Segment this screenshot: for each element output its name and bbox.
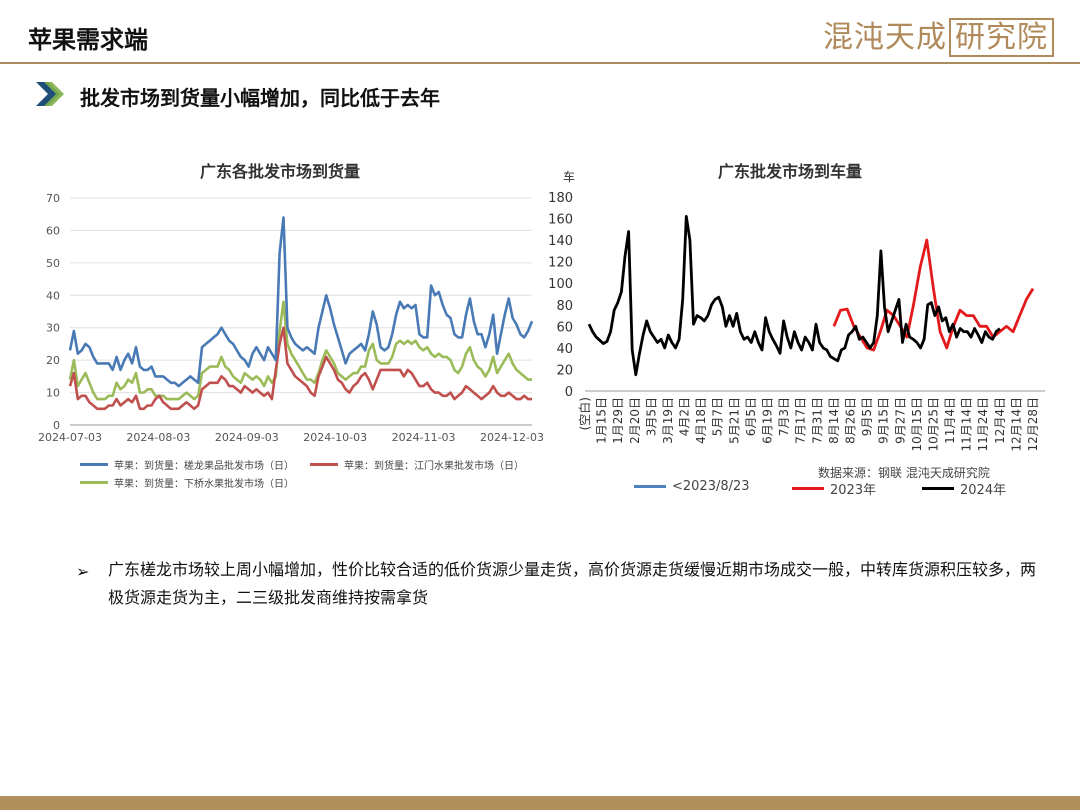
x-tick-label: 2024-11-03: [392, 431, 456, 444]
x-tick-label: 12月14日: [1009, 397, 1023, 452]
chart1-legend-item-3: 苹果：到货量：下桥水果批发市场（日）: [80, 475, 294, 490]
x-tick-label: 2024-12-03: [480, 431, 544, 444]
chevron-right-icon: [36, 82, 64, 106]
x-tick-label: 10月25日: [926, 397, 940, 452]
x-tick-label: 9月15日: [877, 397, 891, 444]
x-tick-label: 6月5日: [744, 397, 758, 436]
y-tick-label: 20: [46, 354, 60, 367]
legend-label: 苹果：到货量：下桥水果批发市场（日）: [114, 479, 294, 490]
x-tick-label: 5月7日: [711, 397, 725, 436]
bullet-arrow-icon: ➢: [76, 562, 90, 581]
y-tick-label: 40: [556, 342, 573, 357]
x-tick-label: 11月24日: [976, 397, 990, 452]
x-tick-label: 11月4日: [943, 397, 957, 444]
legend-label: 苹果：到货量：江门水果批发市场（日）: [344, 461, 524, 472]
x-tick-label: 3月19日: [661, 397, 675, 444]
legend-swatch-green: [80, 481, 108, 484]
y-axis-label: 车: [563, 169, 575, 184]
x-tick-label: 12月28日: [1026, 397, 1040, 452]
x-tick-label: (空白): [577, 397, 592, 430]
y-tick-label: 0: [565, 385, 573, 400]
x-tick-label: 2024-09-03: [215, 431, 279, 444]
chart2-legend-item-3: 2024年: [922, 479, 1006, 498]
y-tick-label: 60: [46, 224, 60, 237]
x-tick-label: 7月17日: [794, 397, 808, 444]
x-tick-label: 9月27日: [893, 397, 907, 444]
x-tick-label: 1月29日: [611, 397, 625, 444]
y-tick-label: 40: [46, 289, 60, 302]
y-tick-label: 60: [556, 320, 573, 335]
legend-swatch-blue: [80, 463, 108, 466]
x-tick-label: 2024-07-03: [38, 431, 102, 444]
chart2-plot: 车 0 20 40 60 80 100 120 140 160 180 (空白) 1月15日 1月29日 2…: [548, 169, 1045, 452]
x-tick-label: 2024-08-03: [126, 431, 190, 444]
legend-label: 2024年: [960, 483, 1007, 498]
chart1-plot: 0 10 20 30 40 50 60 70 2024-07-03 2024-08-03 2024-…: [38, 192, 544, 444]
chart2-legend-item-1: <2023/8/23: [634, 479, 750, 494]
header-divider: [0, 62, 1080, 64]
y-tick-label: 70: [46, 192, 60, 205]
x-tick-label: 4月2日: [678, 397, 692, 436]
x-tick-label: 2024-10-03: [303, 431, 367, 444]
y-tick-label: 160: [548, 213, 573, 228]
y-tick-label: 50: [46, 257, 60, 270]
y-tick-label: 140: [548, 234, 573, 249]
footer-bar: [0, 796, 1080, 810]
y-tick-label: 180: [548, 191, 573, 206]
x-tick-label: 10月15日: [910, 397, 924, 452]
logo-main-text: 混沌天成: [823, 20, 947, 55]
y-tick-label: 120: [548, 256, 573, 271]
page-title: 苹果需求端: [28, 25, 148, 54]
y-tick-label: 80: [556, 299, 573, 314]
x-tick-label: 8月14日: [827, 397, 841, 444]
x-tick-label: 9月5日: [860, 397, 874, 436]
x-tick-label: 2月20日: [628, 397, 642, 444]
x-tick-label: 7月31日: [810, 397, 824, 444]
legend-swatch-red: [310, 463, 338, 466]
brand-logo: 混沌天成 研究院: [823, 12, 1054, 57]
y-tick-label: 0: [53, 419, 60, 432]
legend-swatch-red: [792, 487, 824, 490]
y-tick-label: 30: [46, 322, 60, 335]
x-tick-label: 5月21日: [727, 397, 741, 444]
chart1-legend-item-1: 苹果：到货量：槎龙果品批发市场（日）: [80, 457, 294, 472]
chart1-legend-item-2: 苹果：到货量：江门水果批发市场（日）: [310, 457, 524, 472]
series-line-2023: [832, 238, 1035, 352]
legend-swatch-blue: [634, 485, 666, 488]
x-tick-label: 8月26日: [843, 397, 857, 444]
series-line-3: [68, 300, 532, 401]
data-source-note: 数据来源：钢联 混沌天成研究院: [818, 466, 990, 480]
legend-label: 2023年: [830, 483, 877, 498]
legend-label: <2023/8/23: [672, 479, 750, 494]
y-tick-label: 100: [548, 277, 573, 292]
legend-label: 苹果：到货量：槎龙果品批发市场（日）: [114, 461, 294, 472]
commentary-paragraph: 广东槎龙市场较上周小幅增加，性价比较合适的低价货源少量走货，高价货源走货缓慢近期…: [108, 560, 1037, 607]
chart1-title: 广东各批发市场到货量: [200, 162, 361, 181]
y-tick-label: 20: [556, 363, 573, 378]
x-tick-label: 6月19日: [761, 397, 775, 444]
x-tick-label: 7月3日: [777, 397, 791, 436]
legend-swatch-black: [922, 487, 954, 490]
chart2-legend-item-2: 2023年: [792, 479, 876, 498]
series-line-2024: [587, 215, 1001, 377]
x-tick-label: 3月5日: [644, 397, 658, 436]
series-line-1: [68, 216, 534, 388]
y-tick-label: 10: [46, 387, 60, 400]
x-tick-label: 12月4日: [993, 397, 1007, 444]
logo-box-text: 研究院: [949, 18, 1054, 57]
chart2-title: 广东批发市场到车量: [718, 162, 863, 181]
x-tick-label: 4月18日: [694, 397, 708, 444]
x-tick-label: 1月15日: [595, 397, 609, 444]
x-tick-label: 11月14日: [960, 397, 974, 452]
series-line-2: [68, 326, 532, 411]
section-subtitle: 批发市场到货量小幅增加，同比低于去年: [80, 86, 440, 110]
